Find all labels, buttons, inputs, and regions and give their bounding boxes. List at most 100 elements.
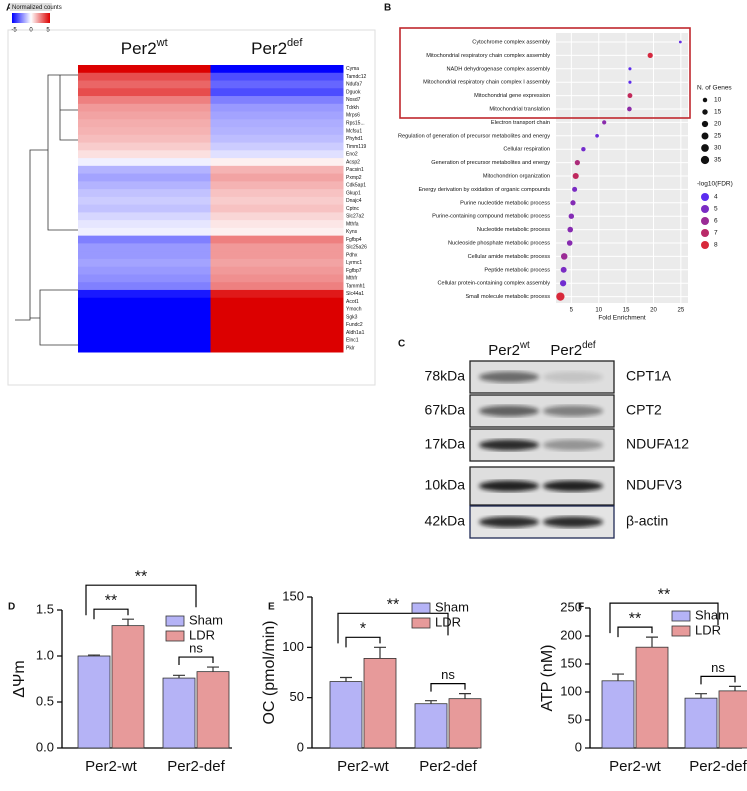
significance-label: * (360, 621, 366, 638)
row-label: Pacsin1 (346, 167, 364, 173)
row-label: Slc27a2 (346, 214, 364, 220)
heat-cell (210, 235, 344, 244)
column-header-base: Per2 (251, 39, 287, 58)
row-label: Lyrmc1 (346, 260, 362, 266)
colorbar-tick: 0 (29, 28, 33, 34)
row-label: Cdk5ap1 (346, 183, 366, 189)
row-label: Gkup1 (346, 190, 361, 196)
significance-label: ** (387, 597, 399, 614)
significance-label: ** (658, 586, 670, 603)
row-label: Phyhd1 (346, 136, 363, 142)
colorbar (12, 13, 50, 23)
colorbar-label: Normalized counts (12, 5, 62, 11)
dendrogram (15, 74, 78, 346)
legend-label: LDR (435, 614, 461, 629)
row-label: Pdhx (346, 252, 358, 258)
plot-bg (556, 33, 688, 303)
blot-column-header: Per2wt (488, 340, 530, 359)
y-tick-label: 100 (560, 683, 582, 698)
blot-column-header: Per2def (550, 340, 596, 359)
error-bar (729, 685, 741, 691)
panel-letter: B (384, 3, 391, 14)
heat-cell (78, 258, 211, 268)
dot (627, 106, 632, 112)
row-label: Fgfbp7 (346, 268, 362, 274)
blot-band (479, 405, 539, 417)
error-bar (88, 654, 100, 656)
heat-cell (78, 243, 211, 252)
row-label: Rps15... (346, 121, 365, 127)
dot (560, 253, 568, 260)
category-label: Purine nucleotide metabolic process (460, 200, 550, 206)
heat-cell (78, 227, 211, 237)
row-label: Ymoch (346, 307, 362, 313)
heatmap-frame (7, 29, 376, 386)
blot-kda: 78kDa (425, 368, 466, 384)
legend-color (701, 229, 709, 237)
blot-column-header-sup: wt (519, 340, 530, 351)
legend-label: 30 (714, 145, 722, 152)
legend-label: 4 (714, 194, 718, 201)
blot-kda: 42kDa (425, 513, 466, 529)
significance-bracket (345, 636, 381, 648)
legend-color (701, 217, 709, 225)
heat-cell (78, 134, 211, 144)
row-label: Dnajc4 (346, 198, 362, 204)
column-header: Per2def (251, 37, 303, 58)
legend-swatch (165, 615, 185, 627)
colorbar-bg (10, 3, 52, 11)
legend-label: 10 (714, 97, 722, 104)
panel-letter: E (268, 602, 275, 613)
y-tick-label: 0 (297, 739, 304, 754)
heat-cell (210, 196, 344, 206)
dot (560, 266, 567, 273)
heat-cell (78, 72, 211, 82)
category-label: Energy derivation by oxidation of organi… (418, 187, 550, 193)
significance-bracket (609, 602, 719, 634)
significance-label: ** (629, 610, 641, 627)
category-label: Mitochondrial respiratory chain complex … (426, 53, 550, 59)
y-tick-label: 0.5 (36, 693, 54, 708)
heat-cell (78, 328, 211, 337)
row-label: Pklr (346, 345, 355, 351)
legend-label: Sham (189, 612, 223, 627)
blot-column-header-base: Per2 (488, 342, 520, 359)
row-label: Tamdc12 (346, 74, 367, 80)
error-bar (340, 676, 352, 682)
dot (568, 213, 575, 219)
error-bar (425, 700, 437, 704)
error-bar (207, 666, 219, 672)
panel-letter: D (8, 602, 15, 613)
heat-cell (210, 150, 344, 159)
legend-label: Sham (435, 599, 469, 614)
x-tick-label: Per2-def (419, 758, 477, 775)
heat-cell (78, 289, 211, 299)
heat-cell (210, 127, 344, 136)
dot (628, 80, 632, 84)
heat-cell (210, 119, 344, 128)
blot-band (543, 480, 603, 492)
row-label: Mcfsu1 (346, 128, 362, 134)
legend-label: LDR (189, 627, 215, 642)
dot (566, 240, 573, 246)
y-tick-label: 1.5 (36, 601, 54, 616)
heat-cell (78, 266, 211, 275)
legend-label: 25 (714, 133, 722, 140)
blot-column-header-sup: def (582, 340, 596, 351)
category-label: Cellular protein-containing complex asse… (437, 281, 550, 287)
legend-swatch (165, 630, 185, 642)
heat-cell (78, 142, 211, 151)
dot (602, 120, 607, 125)
significance-bracket (337, 612, 449, 644)
legend-title: -log10(FDR) (697, 181, 733, 188)
heat-cell (78, 165, 211, 175)
heat-cell (210, 88, 344, 97)
blot-kda: 10kDa (425, 477, 466, 493)
heat-cell (210, 142, 344, 151)
category-label: Regulation of generation of precursor me… (398, 133, 550, 139)
heat-cell (78, 80, 211, 89)
heat-cell (210, 72, 344, 82)
legend-size (702, 97, 708, 103)
row-label: Fundc2 (346, 322, 363, 328)
heat-cell (78, 297, 211, 306)
